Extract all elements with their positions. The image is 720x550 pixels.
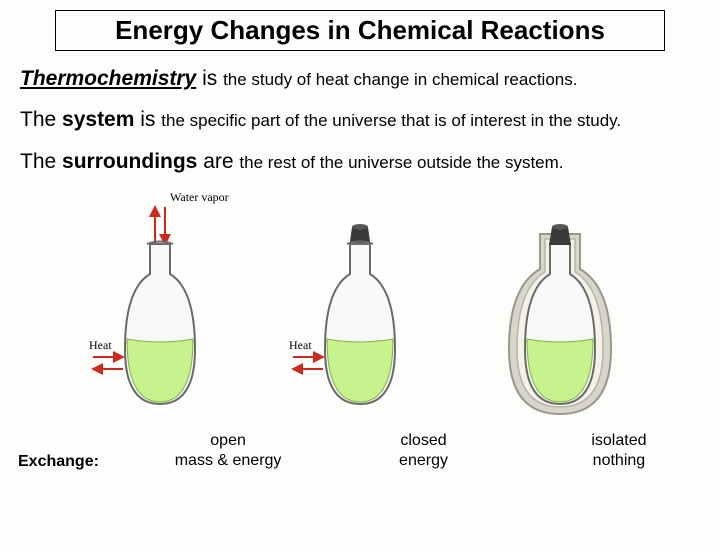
water-vapor-label: Water vapor bbox=[170, 190, 229, 204]
heat-label-open: Heat bbox=[89, 338, 112, 352]
term-system: system bbox=[62, 108, 134, 131]
isolated-flask-svg bbox=[485, 189, 635, 419]
flask-open: Water vapor Heat bbox=[75, 189, 245, 419]
caption-open: open mass & energy bbox=[145, 431, 311, 471]
page-title: Energy Changes in Chemical Reactions bbox=[55, 10, 665, 51]
def-thermochemistry: Thermochemistry is the study of heat cha… bbox=[20, 65, 700, 92]
captions-row: Exchange: open mass & energy closed ener… bbox=[0, 431, 720, 471]
caption-closed: closed energy bbox=[340, 431, 506, 471]
definitions-block: Thermochemistry is the study of heat cha… bbox=[0, 65, 720, 175]
def-surroundings: The surroundings are the rest of the uni… bbox=[20, 148, 700, 175]
title-text: Energy Changes in Chemical Reactions bbox=[115, 15, 605, 45]
flask-isolated bbox=[475, 189, 645, 419]
term-thermochemistry: Thermochemistry bbox=[20, 67, 196, 90]
flask-diagrams: Water vapor Heat bbox=[0, 189, 720, 419]
term-surroundings: surroundings bbox=[62, 150, 197, 173]
flask-closed: Heat bbox=[275, 189, 445, 419]
exchange-label: Exchange: bbox=[18, 453, 145, 471]
def-system: The system is the specific part of the u… bbox=[20, 106, 700, 133]
heat-label-closed: Heat bbox=[289, 338, 312, 352]
closed-flask-svg: Heat bbox=[285, 189, 435, 419]
open-flask-svg: Water vapor Heat bbox=[85, 189, 235, 419]
caption-isolated: isolated nothing bbox=[536, 431, 702, 471]
